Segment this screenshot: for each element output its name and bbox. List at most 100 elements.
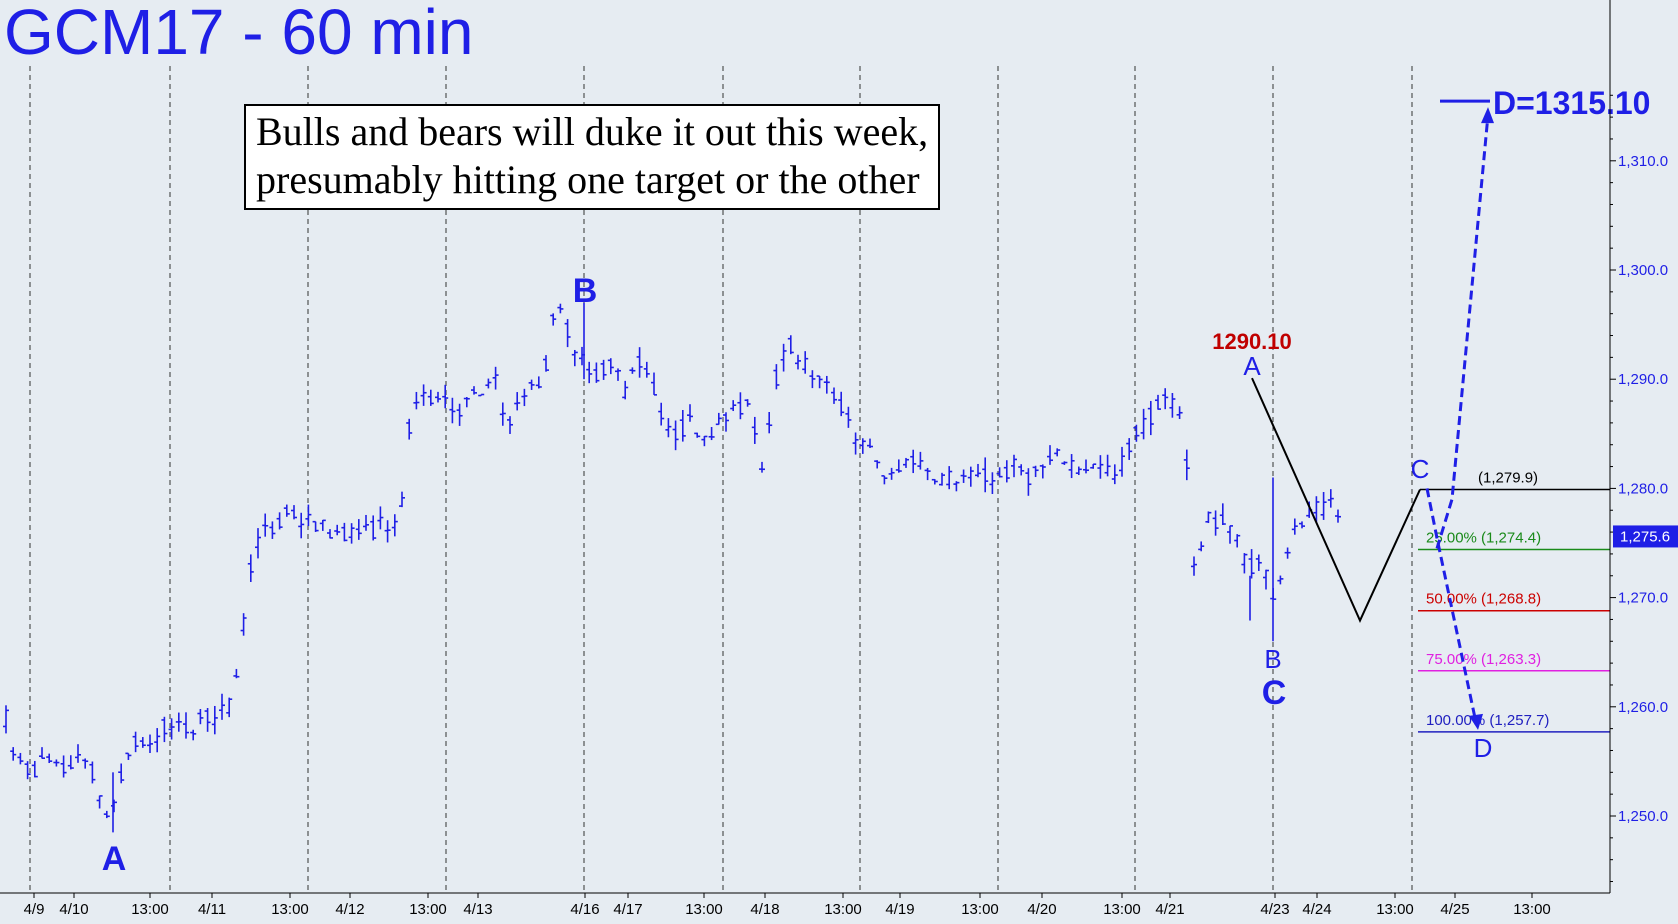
ohlc-bar xyxy=(413,391,420,410)
ohlc-bar xyxy=(1313,496,1320,524)
ohlc-bar xyxy=(1320,492,1327,520)
ohlc-bar xyxy=(737,392,744,420)
ohlc-bar xyxy=(1255,554,1262,571)
ohlc-bar xyxy=(773,364,780,390)
ohlc-bar xyxy=(132,731,139,753)
ohlc-bar xyxy=(874,460,881,469)
ohlc-bar xyxy=(1169,393,1176,418)
ohlc-bar xyxy=(1284,547,1291,559)
ohlc-bar xyxy=(435,391,441,403)
ohlc-bar xyxy=(226,697,233,718)
ohlc-bar xyxy=(1104,454,1111,477)
ohlc-bar xyxy=(881,475,888,485)
ohlc-bar xyxy=(759,461,765,473)
projection-up-arrow xyxy=(1435,114,1490,549)
ohlc-bar xyxy=(888,467,895,480)
pattern-a-label: A xyxy=(1243,351,1261,381)
ohlc-bar xyxy=(903,457,909,468)
ohlc-bar xyxy=(528,379,535,390)
x-axis-label: 4/24 xyxy=(1302,901,1331,918)
x-axis-label: 13:00 xyxy=(131,901,169,918)
point-c-price-label: (1,279.9) xyxy=(1478,469,1538,486)
ohlc-bar xyxy=(1248,549,1255,579)
ohlc-bar xyxy=(514,392,521,411)
y-axis-label: 1,290.0 xyxy=(1618,371,1668,388)
ohlc-bar xyxy=(694,432,701,438)
ohlc-bar xyxy=(319,519,326,531)
ohlc-bar xyxy=(255,528,261,559)
x-axis-label: 13:00 xyxy=(1513,901,1551,918)
ohlc-bar xyxy=(334,524,341,536)
ohlc-bar xyxy=(946,466,953,490)
ohlc-bar xyxy=(211,705,218,735)
ohlc-bar xyxy=(1061,461,1068,465)
ohlc-bar xyxy=(312,520,319,532)
ohlc-bar xyxy=(550,313,557,326)
ohlc-bar xyxy=(384,520,391,543)
ohlc-bar xyxy=(1083,459,1089,474)
ohlc-bar xyxy=(708,427,715,441)
ohlc-bar xyxy=(168,718,175,740)
last-price-box xyxy=(1613,525,1678,548)
ohlc-bar xyxy=(442,384,449,409)
ohlc-bar xyxy=(564,319,571,348)
ohlc-bar xyxy=(471,386,477,395)
ohlc-bar xyxy=(1299,521,1305,529)
ohlc-bar xyxy=(859,438,866,454)
x-axis-label: 4/16 xyxy=(570,901,599,918)
ohlc-bar xyxy=(823,375,830,394)
ohlc-bar xyxy=(391,514,398,537)
ohlc-bar xyxy=(838,391,845,417)
x-axis-label: 4/11 xyxy=(198,901,226,918)
ohlc-bar xyxy=(535,376,542,389)
ohlc-bar xyxy=(348,523,355,544)
ohlc-bar xyxy=(1003,460,1010,483)
ohlc-bar xyxy=(219,693,225,720)
ohlc-bar xyxy=(399,491,405,508)
projection-down-arrowhead xyxy=(1469,713,1483,730)
ohlc-bar xyxy=(204,708,211,732)
ohlc-bar xyxy=(1025,468,1032,496)
ohlc-bar xyxy=(1126,438,1133,460)
ohlc-bar xyxy=(305,504,312,527)
ohlc-bar xyxy=(845,406,852,428)
ohlc-bar xyxy=(269,521,276,539)
ohlc-bar xyxy=(766,411,773,434)
x-axis-label: 4/17 xyxy=(613,901,642,918)
ohlc-bar xyxy=(377,506,384,530)
ohlc-bar xyxy=(39,747,45,760)
ohlc-bar xyxy=(651,372,657,396)
ohlc-bar xyxy=(1039,464,1046,479)
ohlc-bar xyxy=(1090,463,1097,469)
fib-level-label: 50.00% (1,268.8) xyxy=(1426,591,1541,608)
ohlc-bar xyxy=(679,410,686,442)
ohlc-bar xyxy=(507,416,513,434)
ohlc-bar xyxy=(175,712,182,732)
ohlc-bar xyxy=(521,388,528,407)
y-axis-label: 1,280.0 xyxy=(1618,480,1668,497)
ohlc-bar xyxy=(809,370,816,389)
ohlc-bar xyxy=(982,457,989,493)
ohlc-bar xyxy=(1047,445,1053,465)
x-axis-label: 4/9 xyxy=(24,901,45,918)
ohlc-bar xyxy=(867,438,873,449)
ohlc-bar xyxy=(3,705,9,734)
ohlc-bar xyxy=(586,361,593,384)
ohlc-bar xyxy=(543,355,549,372)
ohlc-bar xyxy=(687,404,693,422)
pattern-annotations: (1,279.9) 25.00% (1,274.4) 50.00% (1,268.8… xyxy=(102,85,1651,878)
ohlc-bar xyxy=(31,760,38,778)
ohlc-bar xyxy=(1263,569,1269,590)
ohlc-bar xyxy=(262,513,269,537)
target-d-label: D=1315.10 xyxy=(1493,85,1650,121)
ohlc-bar xyxy=(247,554,254,582)
ohlc-bar xyxy=(571,349,578,367)
ohlc-bar xyxy=(967,466,974,487)
ohlc-bar xyxy=(895,459,902,473)
ohlc-bar xyxy=(1205,511,1212,524)
x-axis-label: 4/20 xyxy=(1027,901,1056,918)
ohlc-bar xyxy=(96,795,103,809)
ohlc-bar xyxy=(730,400,737,412)
ohlc-bar xyxy=(665,418,672,438)
ohlc-bar xyxy=(1327,489,1334,508)
